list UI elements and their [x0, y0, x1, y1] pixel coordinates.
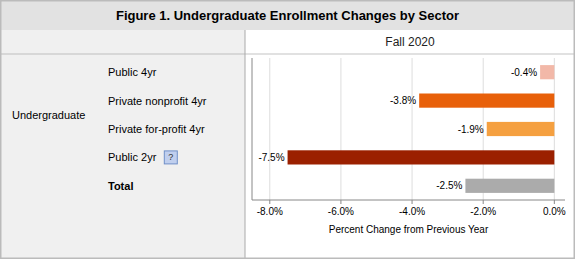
info-mark: ?: [168, 152, 173, 162]
group-label: Undergraduate: [12, 109, 85, 121]
tick-label: -8.0%: [257, 206, 283, 217]
bar: [419, 94, 554, 108]
divider: [245, 30, 246, 259]
data-label: -7.5%: [258, 152, 284, 163]
title-band: [0, 0, 575, 30]
tick-mark: [340, 200, 341, 204]
divider: [0, 54, 575, 55]
data-label: -0.4%: [511, 67, 537, 78]
tick-label: -6.0%: [328, 206, 354, 217]
y-axis: [252, 58, 253, 200]
tick-label: 0.0%: [543, 206, 566, 217]
tick-mark: [269, 200, 270, 204]
tick-label: -2.0%: [470, 206, 496, 217]
category-label: Total: [108, 180, 133, 192]
bar: [487, 122, 555, 136]
category-label: Public 4yr: [108, 66, 157, 78]
tick-mark: [554, 200, 555, 204]
data-label: -1.9%: [458, 124, 484, 135]
data-label: -2.5%: [436, 180, 462, 191]
grid-line: [340, 58, 341, 200]
x-axis: [252, 200, 565, 201]
tick-label: -4.0%: [399, 206, 425, 217]
category-label: Private nonprofit 4yr: [108, 95, 207, 107]
label-panel: [0, 30, 245, 259]
tick-mark: [483, 200, 484, 204]
category-label: Private for-profit 4yr: [108, 123, 205, 135]
background: [0, 0, 575, 259]
tick-mark: [412, 200, 413, 204]
info-box: [164, 151, 177, 164]
grid-line: [412, 58, 413, 200]
subtitle: Fall 2020: [385, 35, 435, 49]
title: Figure 1. Undergraduate Enrollment Chang…: [116, 8, 459, 23]
bar: [288, 150, 555, 164]
category-label: Public 2yr: [108, 151, 157, 163]
bar: [465, 179, 554, 193]
bars: [288, 65, 555, 193]
data-label: -3.8%: [390, 95, 416, 106]
bar: [540, 65, 554, 79]
grid-line: [269, 58, 270, 200]
outer-border: [1, 1, 575, 259]
x-axis-label: Percent Change from Previous Year: [329, 224, 489, 235]
